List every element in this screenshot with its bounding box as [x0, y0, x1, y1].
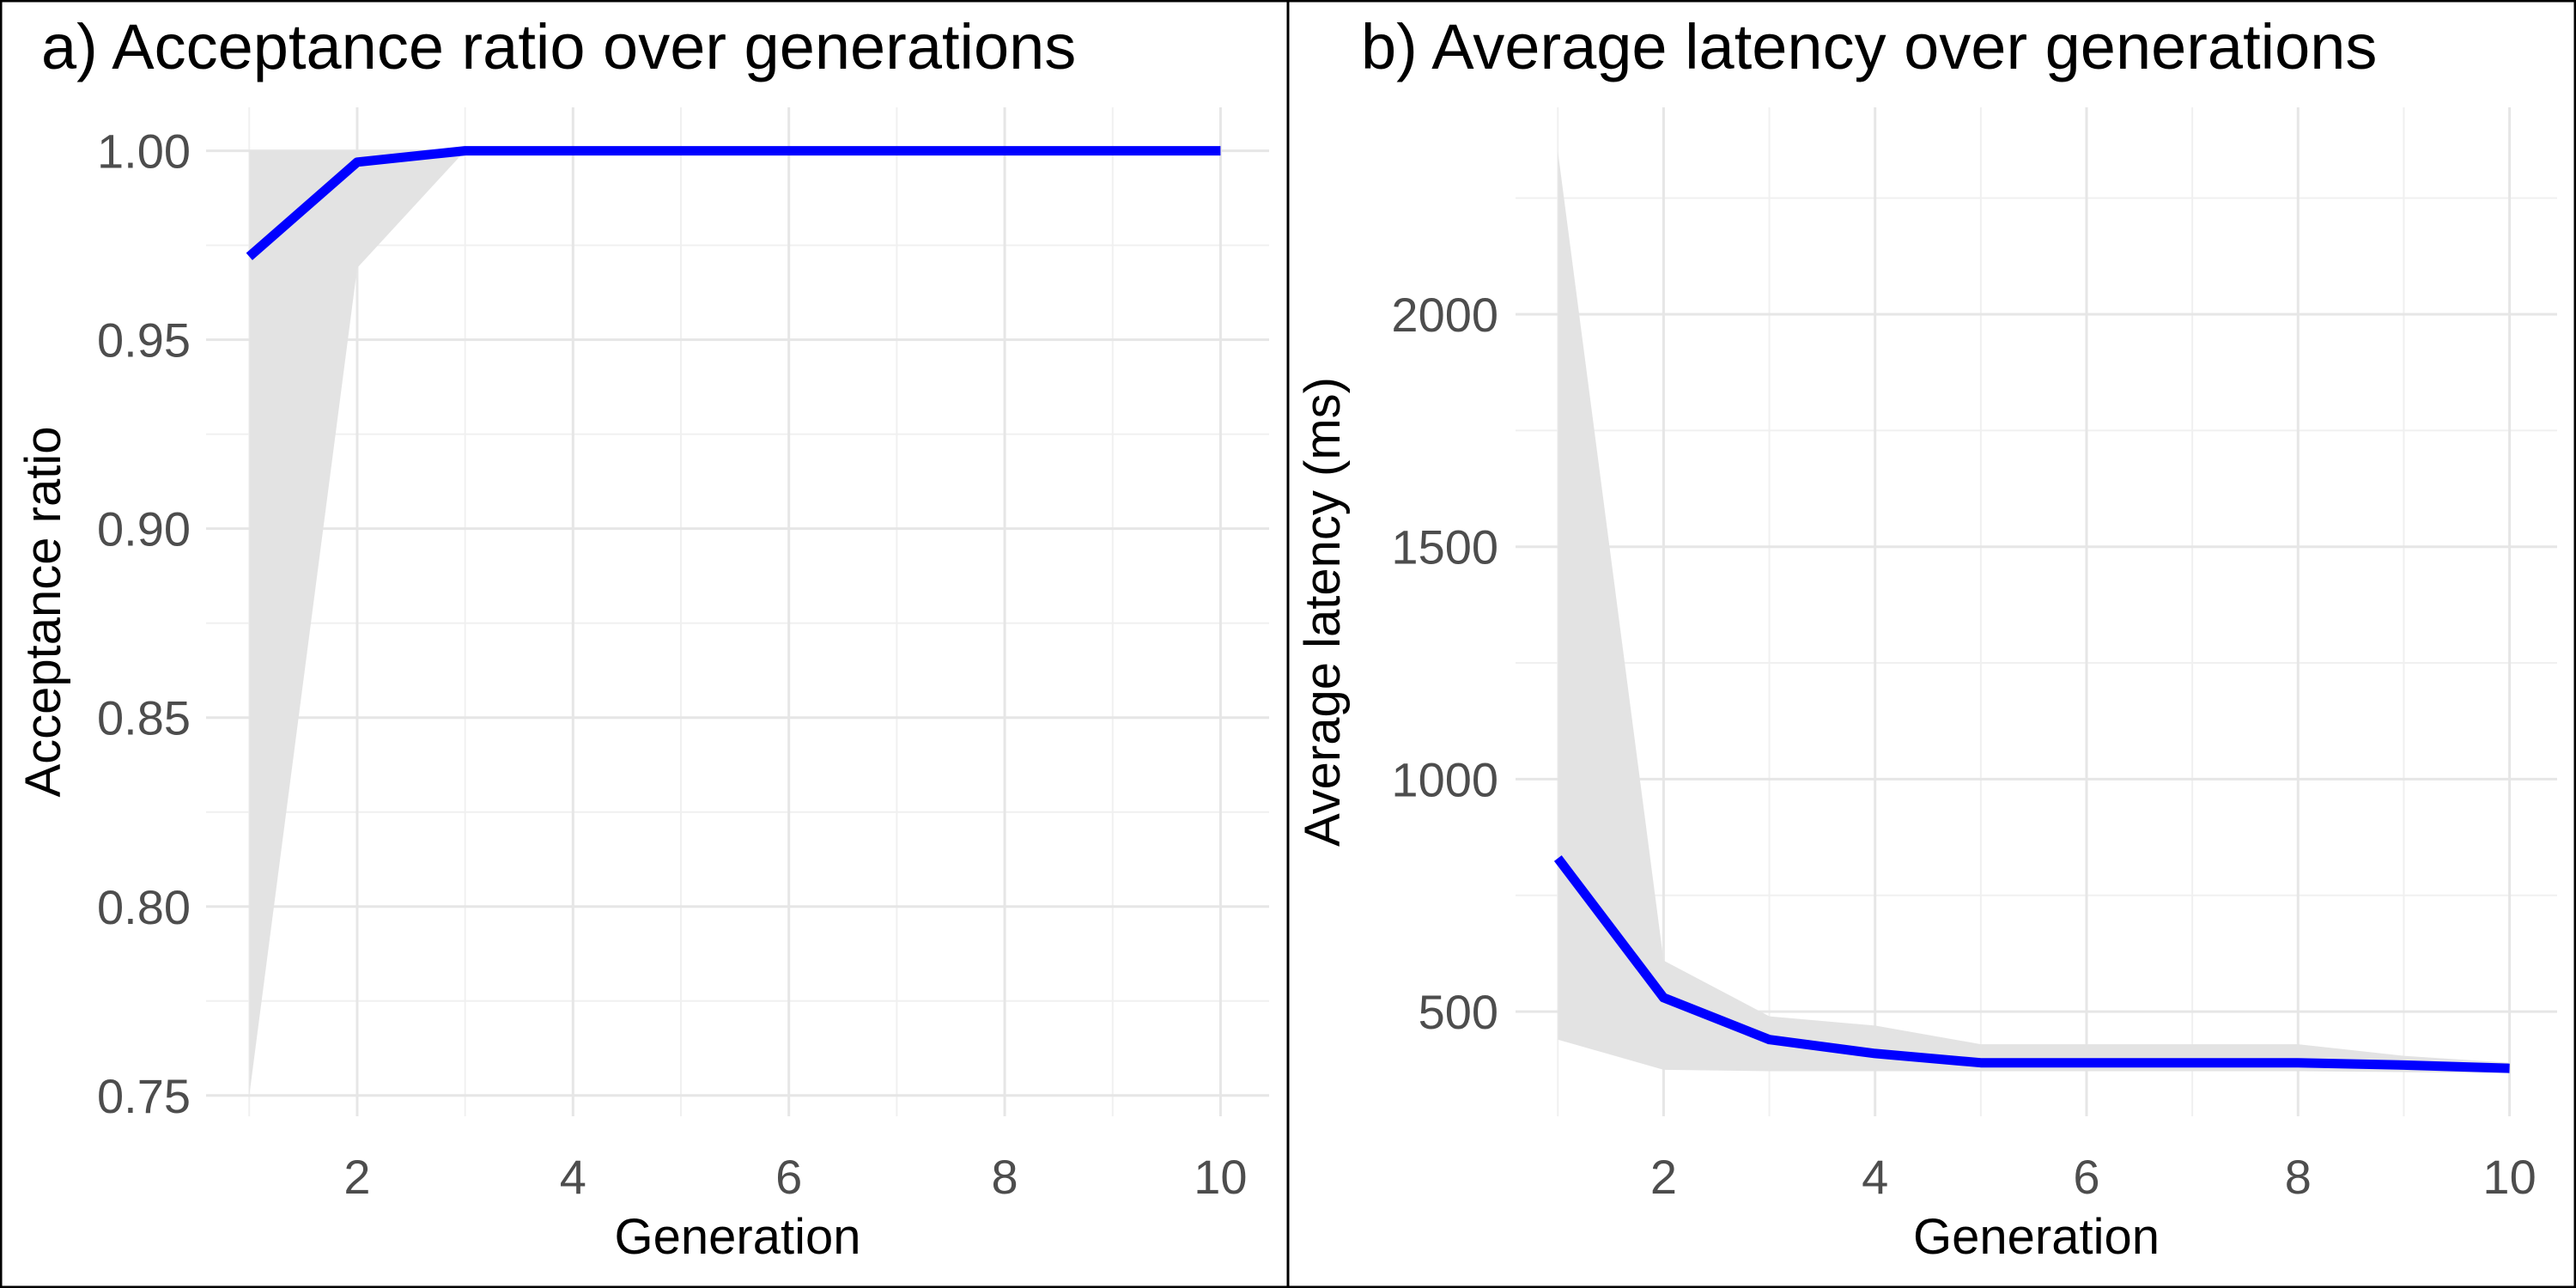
panel-b: 500 1000 1500 2000 2 4 6 8 10 Generation Average l…: [1286, 0, 2576, 1288]
y-axis-label: Average latency (ms): [1295, 377, 1351, 847]
x-tick-label: 10: [1194, 1150, 1247, 1204]
x-tick-label: 6: [2073, 1150, 2099, 1204]
chart-title: a) Acceptance ratio over generations: [41, 11, 1076, 82]
panel-border: [1286, 0, 2576, 1288]
chart-title: b) Average latency over generations: [1361, 11, 2377, 82]
y-tick-label: 0.80: [97, 880, 191, 934]
x-tick-label: 8: [2285, 1150, 2312, 1204]
series-line: [1553, 855, 2510, 1073]
x-axis-label: Generation: [1913, 1209, 2160, 1265]
x-tick-label: 10: [2482, 1150, 2536, 1204]
y-tick-label: 0.90: [97, 502, 191, 556]
x-axis-label: Generation: [615, 1209, 861, 1265]
series-line: [246, 146, 1221, 260]
y-tick-label: 0.85: [97, 691, 191, 745]
x-tick-label: 4: [1862, 1150, 1888, 1204]
x-tick-label: 2: [343, 1150, 370, 1204]
x-tick-label: 4: [560, 1150, 586, 1204]
x-tick-label: 2: [1650, 1150, 1677, 1204]
y-tick-label: 1000: [1391, 752, 1498, 806]
y-tick-label: 0.95: [97, 313, 191, 368]
y-tick-label: 500: [1419, 985, 1498, 1039]
x-tick-label: 6: [775, 1150, 802, 1204]
y-tick-label: 1500: [1391, 520, 1498, 574]
y-axis-label: Acceptance ratio: [15, 426, 71, 797]
panel-a: 0.75 0.80 0.85 0.90 0.95 1.00 2 4 6 8 10 Generation…: [0, 0, 1290, 1288]
y-tick-label: 0.75: [97, 1069, 191, 1123]
x-tick-label: 8: [991, 1150, 1018, 1204]
confidence-band: [249, 150, 1221, 1096]
y-tick-label: 1.00: [97, 125, 191, 179]
y-tick-label: 2000: [1391, 288, 1498, 342]
confidence-band: [1558, 151, 2510, 1073]
